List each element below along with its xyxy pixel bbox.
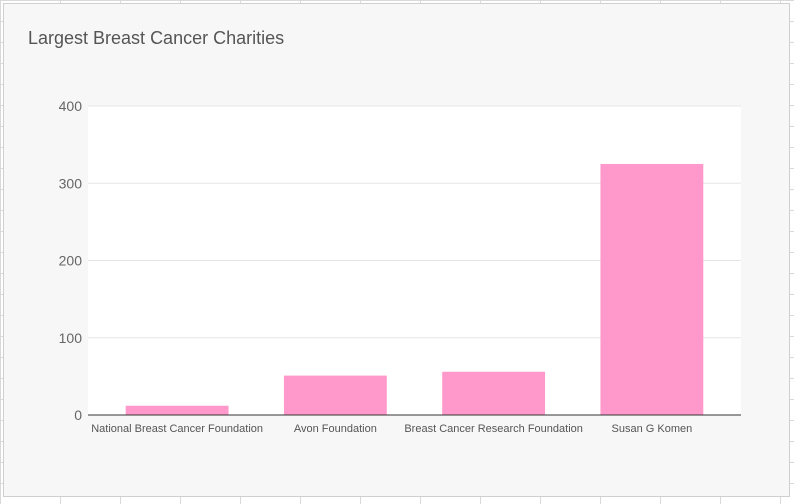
x-tick-label: Breast Cancer Research Foundation [404,423,583,435]
chart-title: Largest Breast Cancer Charities [28,28,285,48]
bar[interactable] [283,375,387,415]
bar[interactable] [442,371,546,415]
x-axis-labels: National Breast Cancer Foundation Avon Fo… [91,423,692,435]
x-tick-label: Avon Foundation [294,423,377,435]
y-axis-ticks: 0 100 200 300 400 [59,98,83,423]
x-tick-label: National Breast Cancer Foundation [91,423,263,435]
bar[interactable] [125,405,229,415]
bars [125,163,704,415]
bar[interactable] [600,163,704,415]
y-tick-label: 100 [59,330,83,346]
y-tick-label: 400 [59,98,83,114]
y-tick-label: 300 [59,175,83,191]
chart-container[interactable]: Largest Breast Cancer Charities 0 100 200 3… [3,3,790,497]
y-tick-label: 0 [74,407,82,423]
bar-chart: 0 100 200 300 400 National Breast Cancer Fou… [59,98,741,435]
x-tick-label: Susan G Komen [612,423,693,435]
y-tick-label: 200 [59,253,83,269]
